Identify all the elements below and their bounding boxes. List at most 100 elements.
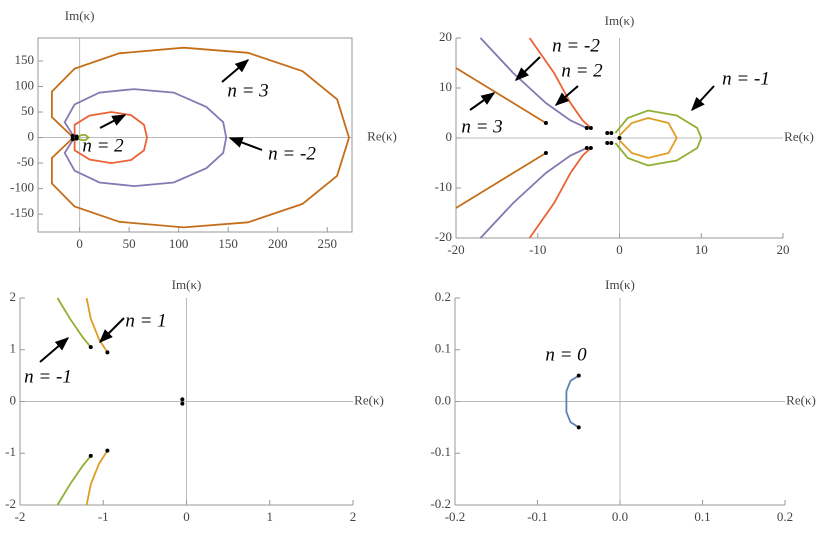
annotation: n = -1 <box>722 68 770 89</box>
x-axis-label: Re(κ) <box>786 392 816 407</box>
curve <box>455 152 547 209</box>
x-tick-label: -0.2 <box>445 509 466 524</box>
x-axis-label: Re(κ) <box>784 129 814 144</box>
endpoint <box>105 448 110 453</box>
x-axis-label: Re(κ) <box>354 392 384 407</box>
annotation-arrow <box>228 137 263 151</box>
annotation-arrow <box>99 317 125 343</box>
curve <box>56 297 92 348</box>
x-tick-label: 200 <box>268 236 288 251</box>
curve <box>565 374 580 429</box>
curve <box>528 147 592 239</box>
x-tick-label: 100 <box>169 236 189 251</box>
x-tick-label: -1 <box>98 509 109 524</box>
curve <box>56 455 92 506</box>
annotation: n = 1 <box>125 310 166 331</box>
endpoint <box>88 453 93 458</box>
y-tick-label: 0 <box>28 129 35 144</box>
endpoint <box>70 137 75 142</box>
y-tick-label: -50 <box>17 154 34 169</box>
y-tick-label: 0.0 <box>435 392 451 407</box>
curve <box>479 147 588 239</box>
endpoint <box>609 131 614 135</box>
endpoint <box>584 126 589 130</box>
endpoint <box>576 373 581 378</box>
x-tick-label: 1 <box>267 509 274 524</box>
endpoint <box>70 134 75 139</box>
annotation-arrow <box>469 92 496 111</box>
endpoint <box>105 350 110 355</box>
x-tick-label: 0.1 <box>694 509 710 524</box>
endpoint <box>588 146 593 150</box>
annotation: n = -1 <box>24 366 72 387</box>
y-tick-label: 1 <box>10 341 17 356</box>
annotation-arrow <box>514 56 541 81</box>
curve <box>455 67 547 124</box>
endpoint <box>617 136 622 140</box>
annotation: n = 2 <box>82 135 124 156</box>
annotation: n = -2 <box>552 35 600 56</box>
y-tick-label: 10 <box>439 79 452 94</box>
curve <box>85 450 109 506</box>
curve <box>73 111 148 165</box>
annotation: n = 3 <box>227 80 268 101</box>
endpoint <box>584 146 589 150</box>
y-tick-label: 2 <box>10 289 17 304</box>
curve <box>614 109 703 167</box>
annotation-arrow <box>39 337 70 363</box>
x-tick-label: 250 <box>317 236 337 251</box>
annotation: n = 2 <box>561 60 603 81</box>
endpoint <box>588 126 593 130</box>
annotation-arrow <box>691 85 715 112</box>
y-tick-label: 0.2 <box>435 289 451 304</box>
y-tick-label: -0.2 <box>430 496 451 511</box>
endpoint <box>180 397 185 402</box>
x-axis-label: Re(κ) <box>367 129 397 144</box>
y-axis-label: Im(κ) <box>172 277 202 292</box>
curve <box>77 134 90 141</box>
y-tick-label: 0 <box>446 129 453 144</box>
x-tick-label: 150 <box>218 236 238 251</box>
endpoint <box>180 401 185 406</box>
curve <box>63 88 228 188</box>
annotation: n = 0 <box>545 344 587 365</box>
y-tick-label: -2 <box>5 496 16 511</box>
x-tick-label: 0.0 <box>612 509 628 524</box>
annotation-arrow <box>99 114 127 129</box>
y-tick-label: -20 <box>435 229 452 244</box>
annotation: n = 3 <box>461 116 502 137</box>
x-tick-label: -20 <box>447 242 464 257</box>
x-tick-label: 0.2 <box>777 509 793 524</box>
y-tick-label: -100 <box>10 180 34 195</box>
curve <box>618 117 678 159</box>
x-tick-label: 0 <box>616 242 623 257</box>
endpoint <box>605 141 610 145</box>
y-tick-label: 0 <box>10 392 17 407</box>
y-tick-label: 20 <box>439 29 452 44</box>
y-tick-label: 150 <box>15 52 35 67</box>
x-tick-label: -10 <box>529 242 546 257</box>
x-tick-label: 0 <box>76 236 83 251</box>
endpoint <box>543 121 548 125</box>
x-tick-label: 0 <box>183 509 190 524</box>
annotation: n = -2 <box>268 143 316 164</box>
x-tick-label: 2 <box>350 509 357 524</box>
x-tick-label: -2 <box>15 509 26 524</box>
x-tick-label: 50 <box>123 236 136 251</box>
y-axis-label: Im(κ) <box>605 277 635 292</box>
annotation-arrow <box>554 85 579 106</box>
y-axis-label: Im(κ) <box>605 13 635 28</box>
annotation-arrow <box>221 59 250 83</box>
endpoint <box>74 136 79 141</box>
frame <box>37 37 353 233</box>
y-tick-label: -150 <box>10 205 34 220</box>
curve <box>51 46 350 229</box>
y-tick-label: 100 <box>15 77 35 92</box>
curve <box>528 37 592 129</box>
endpoint <box>576 425 581 430</box>
y-tick-label: -1 <box>5 444 16 459</box>
endpoint <box>543 151 548 155</box>
x-tick-label: 20 <box>777 242 790 257</box>
curve <box>479 37 588 129</box>
y-tick-label: 0.1 <box>435 341 451 356</box>
